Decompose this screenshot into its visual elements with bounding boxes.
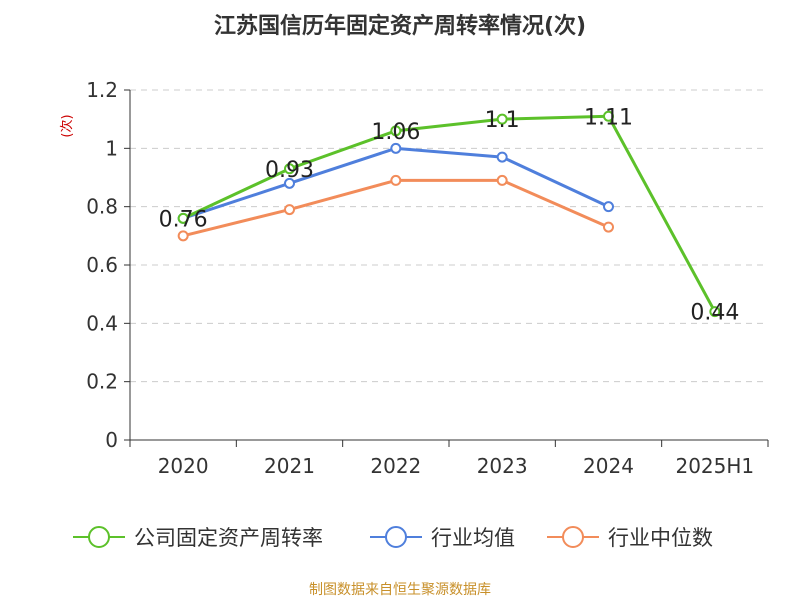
data-point-industry-median: [603, 221, 614, 233]
x-tick-label: 2025H1: [675, 454, 754, 478]
data-point-industry-avg: [390, 142, 402, 154]
axes: 0 0.2 0.4 0.6 0.8 1 1.2 2020 2021 2022 2023 2024 202…: [86, 78, 769, 478]
data-point-company: [284, 163, 295, 175]
x-tick-label: 2023: [477, 454, 528, 478]
y-tick-label: 1.2: [86, 78, 118, 102]
data-point-company: [496, 113, 508, 125]
y-tick-label: 0.4: [86, 311, 118, 335]
data-point-company: [603, 110, 614, 122]
data-point-industry-median: [390, 174, 402, 186]
data-label: 1.11: [584, 105, 633, 130]
y-tick-label: 0: [105, 428, 118, 452]
legend-marker: [385, 526, 407, 548]
data-point-company: [177, 212, 189, 224]
legend-marker: [88, 526, 110, 548]
data-point-industry-median: [284, 204, 295, 216]
legend-label: 行业均值: [431, 526, 515, 550]
data-point-company: [390, 125, 402, 137]
legend-label: 公司固定资产周转率: [134, 526, 323, 550]
series-layer: [177, 110, 721, 318]
x-tick-label: 2022: [370, 454, 421, 478]
data-label: 1.1: [485, 108, 520, 133]
legend-label: 行业中位数: [608, 526, 713, 550]
y-tick-label: 0.8: [86, 195, 118, 219]
y-tick-label: 0.6: [86, 253, 118, 277]
data-point-company: [709, 306, 721, 318]
x-tick-label: 2024: [583, 454, 634, 478]
data-point-industry-median: [496, 174, 508, 186]
legend-marker: [562, 526, 584, 548]
legend: 公司固定资产周转率 行业均值 行业中位数: [73, 526, 713, 550]
y-tick-label: 1: [105, 136, 118, 160]
data-point-industry-avg: [603, 201, 614, 213]
chart-title: 江苏国信历年固定资产周转率情况(次): [214, 13, 586, 39]
y-axis-unit: (次): [59, 114, 75, 137]
data-label: 1.06: [371, 120, 420, 145]
data-label: 0.44: [690, 301, 739, 326]
data-labels: 0.76 0.93 1.06 1.1 1.11 0.44: [159, 105, 740, 325]
series-line-company: [182, 114, 717, 313]
data-point-industry-median: [177, 230, 189, 242]
data-point-industry-avg: [496, 151, 508, 163]
data-point-industry-avg: [284, 177, 295, 189]
data-label: 0.76: [159, 207, 208, 232]
data-label: 0.93: [265, 158, 314, 183]
x-tick-label: 2020: [158, 454, 209, 478]
source-note: 制图数据来自恒生聚源数据库: [309, 582, 491, 598]
grid-lines: [130, 89, 768, 383]
x-tick-label: 2021: [264, 454, 315, 478]
y-tick-label: 0.2: [86, 370, 118, 394]
